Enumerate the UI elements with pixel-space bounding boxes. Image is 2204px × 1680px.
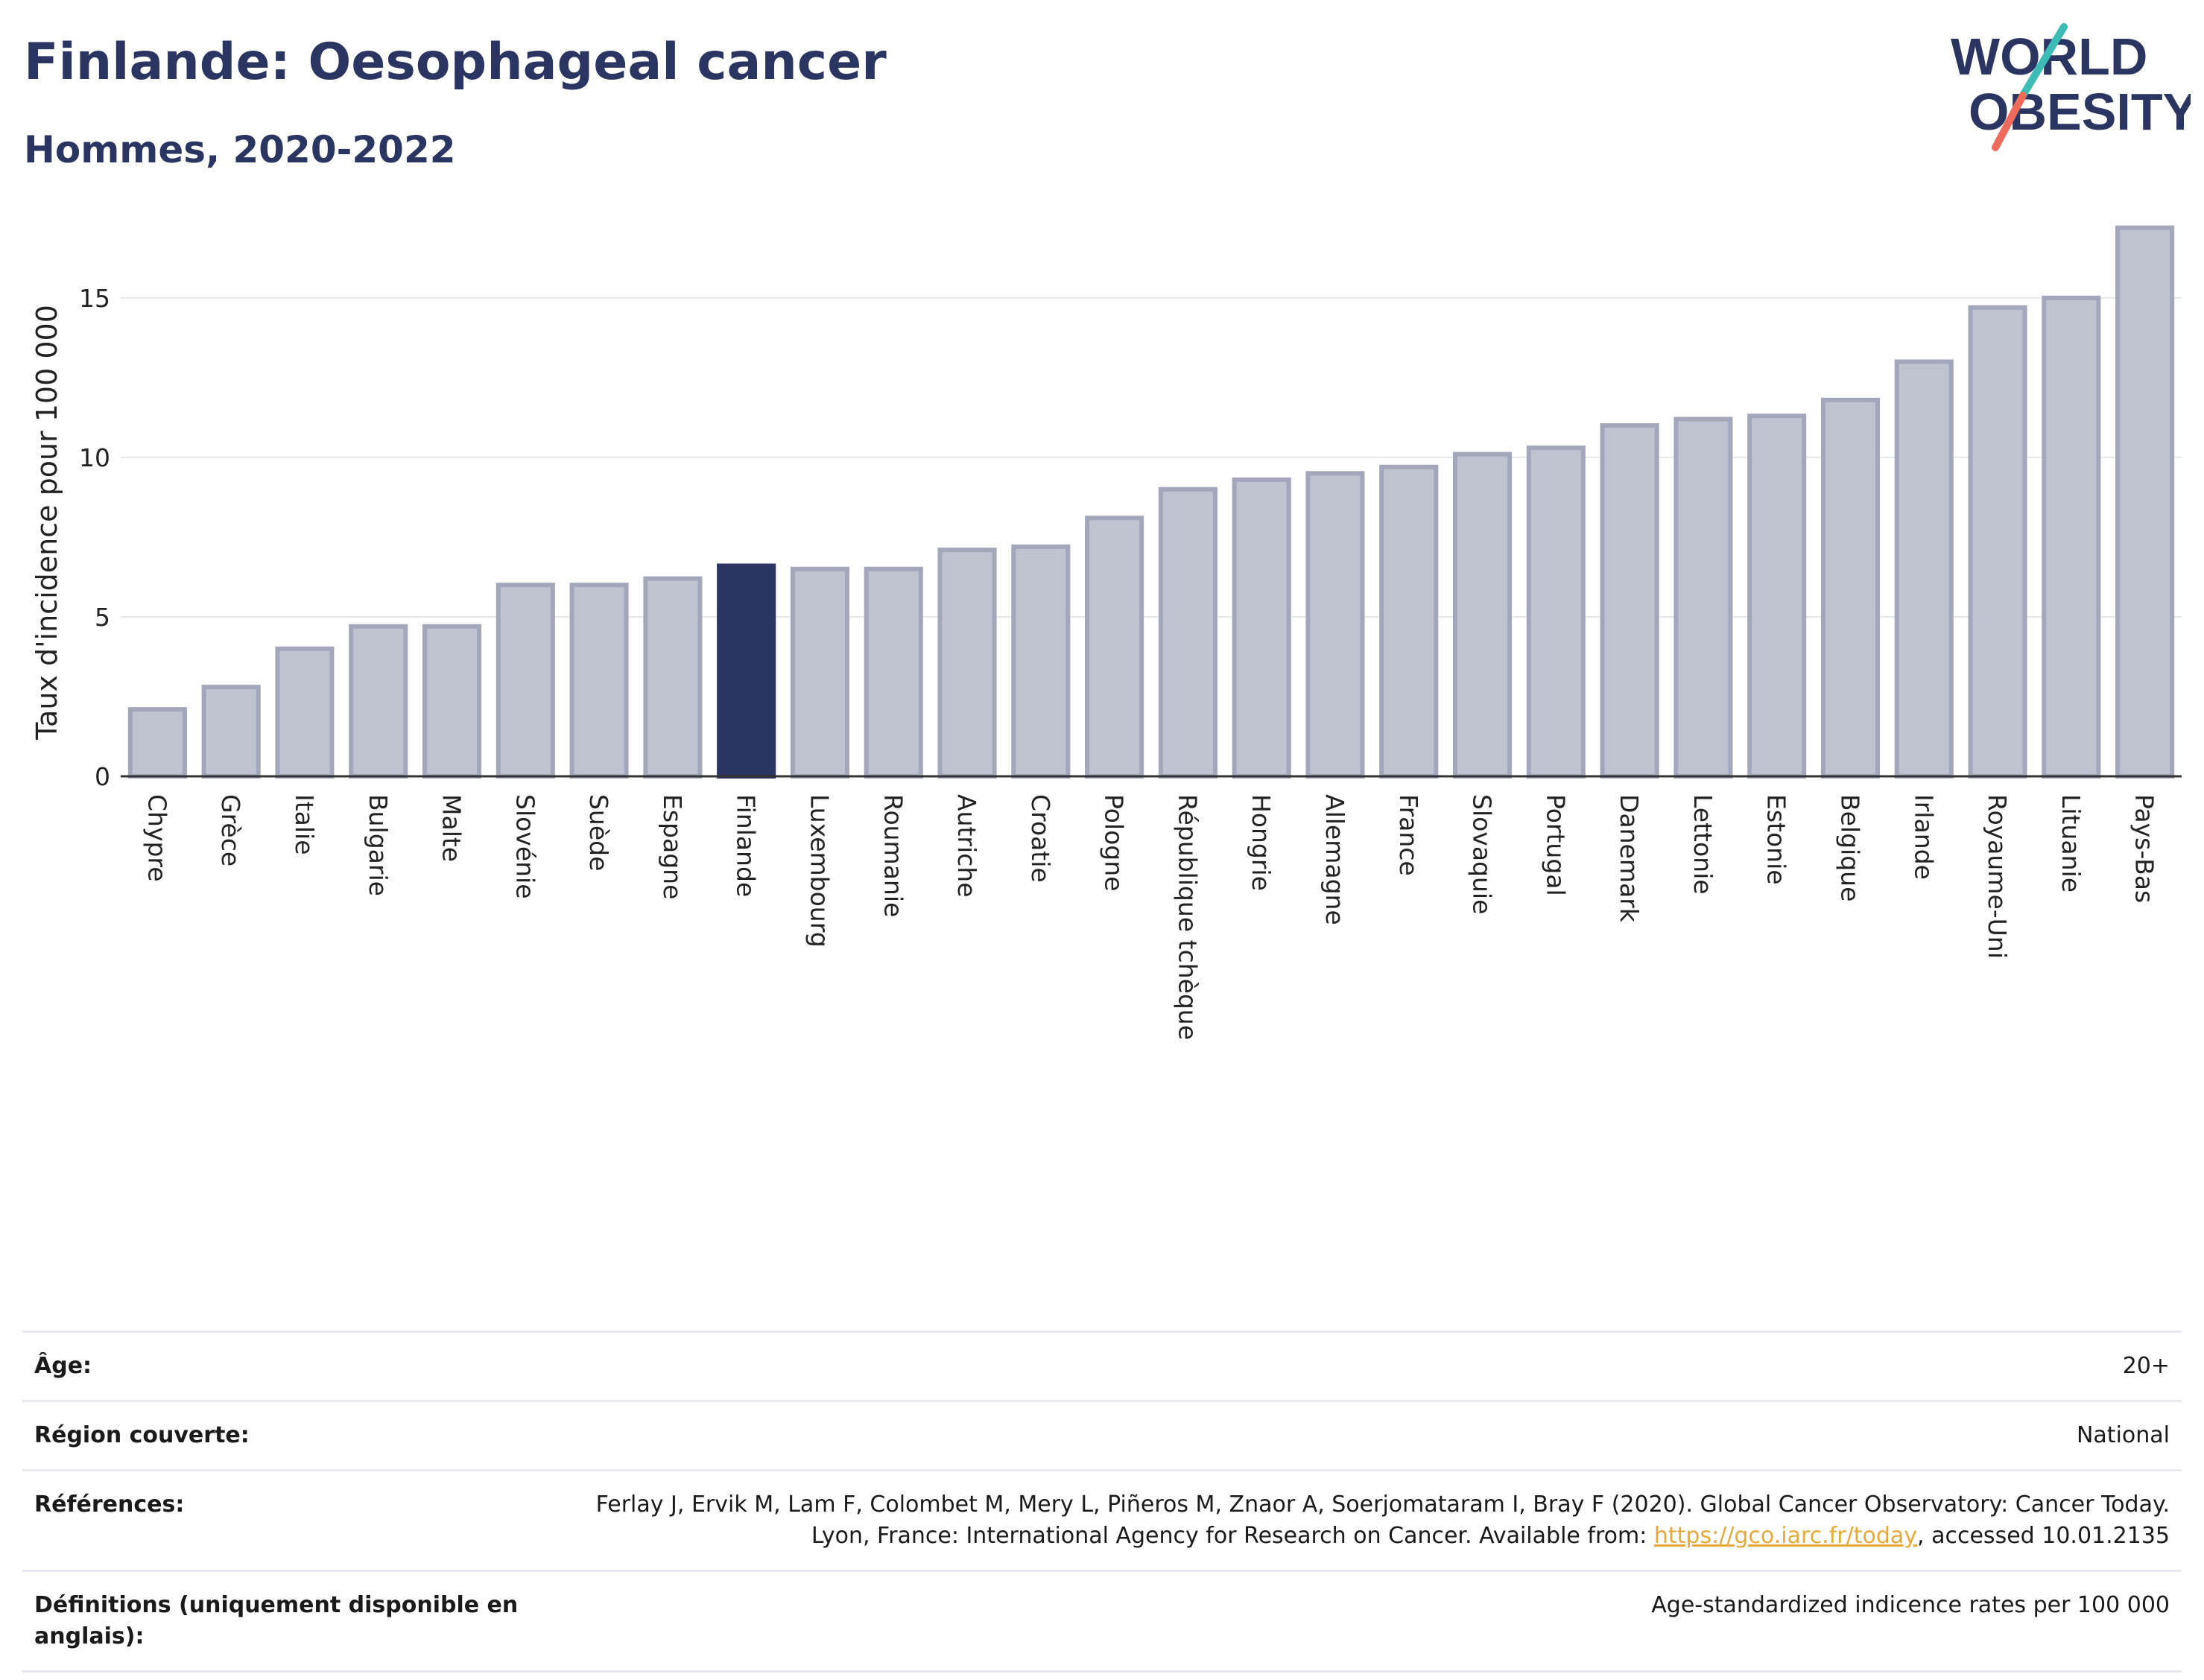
bar-finlande[interactable]: [717, 563, 776, 779]
x-tick-label: Roumanie: [878, 794, 908, 917]
x-tick-label: Croatie: [1026, 794, 1055, 883]
logo-slash-teal: [2019, 23, 2068, 99]
chart-title: Finlande: Oesophageal cancer: [24, 33, 887, 92]
bar-malte[interactable]: [422, 624, 482, 779]
x-tick-label: Lettonie: [1688, 794, 1717, 895]
x-tick-label: Royaume-Uni: [1983, 794, 2012, 959]
chart-subtitle: Hommes, 2020-2022: [24, 128, 456, 171]
world-obesity-logo: WORLD OBESITY: [1951, 23, 2191, 151]
bar-danemark[interactable]: [1600, 423, 1659, 779]
bar-france[interactable]: [1379, 464, 1439, 779]
bars: [127, 225, 2175, 779]
y-tick-label: 0: [95, 762, 110, 791]
references-value: Ferlay J, Ervik M, Lam F, Colombet M, Me…: [538, 1471, 2182, 1571]
x-tick-label: Autriche: [952, 794, 981, 898]
age-value: 20+: [2122, 1353, 2170, 1379]
bar-slov-nie[interactable]: [495, 583, 555, 779]
y-axis-title: Taux d'incidence pour 100 000: [31, 305, 63, 741]
bar-royaume-uni[interactable]: [1968, 305, 2027, 779]
x-tick-label: Belgique: [1835, 794, 1864, 901]
bar-portugal[interactable]: [1526, 446, 1586, 779]
x-tick-label: Slovénie: [510, 794, 539, 899]
region-value: National: [2076, 1422, 2170, 1448]
x-tick-label: Hongrie: [1247, 794, 1276, 891]
logo-slash-coral: [1992, 92, 2027, 151]
x-tick-label: Finlande: [732, 794, 761, 897]
bar-r-publique-tch-que[interactable]: [1158, 486, 1217, 779]
bar-roumanie[interactable]: [864, 566, 923, 779]
x-tick-label: Italie: [290, 794, 319, 855]
x-tick-label: Slovaquie: [1468, 794, 1497, 914]
info-table: Âge: 20+ Région couverte: National Référ…: [22, 1331, 2182, 1673]
y-tick-label: 5: [95, 603, 110, 632]
x-tick-label: Estonie: [1762, 794, 1791, 885]
axes: 0 5 10 15 Chypre Grèce Italie Bulgarie Malte Slov…: [79, 284, 2182, 1040]
bar-chart: 0 5 10 15 Chypre Grèce Italie Bulgarie Malte Slov…: [31, 225, 2182, 1040]
x-tick-label: Pays-Bas: [2130, 794, 2159, 903]
definitions-value: Age-standardized indicence rates per 100…: [1651, 1592, 2170, 1618]
bar-lituanie[interactable]: [2042, 295, 2101, 779]
x-tick-label: Suède: [584, 794, 613, 871]
info-row-references: Références: Ferlay J, Ervik M, Lam F, Co…: [22, 1470, 2182, 1571]
x-tick-label: Pologne: [1100, 794, 1129, 891]
references-text: Ferlay J, Ervik M, Lam F, Colombet M, Me…: [595, 1492, 2170, 1549]
bar-su-de[interactable]: [569, 583, 629, 779]
x-tick-label: Bulgarie: [364, 794, 393, 896]
y-tick-label: 15: [79, 284, 110, 313]
bar-irlande[interactable]: [1894, 359, 1954, 779]
info-row-definitions: Définitions (uniquement disponible en an…: [22, 1570, 2182, 1672]
bar-chypre[interactable]: [127, 707, 187, 779]
references-link[interactable]: https://gco.iarc.fr/today: [1653, 1523, 1918, 1549]
x-tick-label: France: [1394, 794, 1423, 876]
bar-croatie[interactable]: [1011, 544, 1071, 779]
x-tick-label: Luxembourg: [805, 794, 834, 948]
bar-lettonie[interactable]: [1673, 416, 1733, 779]
bar-estonie[interactable]: [1747, 413, 1807, 779]
x-tick-label: Malte: [437, 794, 466, 862]
bar-autriche[interactable]: [937, 548, 997, 779]
x-tick-label: Grèce: [216, 794, 245, 866]
info-row-age: Âge: 20+: [22, 1331, 2182, 1401]
bar-allemagne[interactable]: [1305, 471, 1365, 779]
x-tick-label: Lituanie: [2056, 794, 2086, 893]
x-tick-label: Danemark: [1615, 794, 1644, 923]
bar-luxembourg[interactable]: [790, 566, 850, 779]
age-label: Âge:: [34, 1353, 92, 1379]
x-tick-label: Portugal: [1541, 794, 1570, 896]
references-accessed: , accessed 10.01.2135: [1917, 1523, 2170, 1549]
y-tick-label: 10: [79, 443, 110, 472]
x-tick-label: Chypre: [142, 794, 171, 882]
bar-hongrie[interactable]: [1232, 477, 1291, 779]
definitions-label: Définitions (uniquement disponible en an…: [34, 1592, 519, 1649]
bar-pays-bas[interactable]: [2115, 225, 2175, 779]
bar-belgique[interactable]: [1820, 397, 1881, 779]
bar-slovaquie[interactable]: [1452, 451, 1513, 779]
x-tick-label: République tchèque: [1173, 794, 1202, 1040]
references-label: Références:: [34, 1492, 185, 1518]
x-tick-label: Espagne: [658, 794, 687, 899]
region-label: Région couverte:: [34, 1422, 250, 1448]
bar-bulgarie[interactable]: [349, 624, 408, 779]
bar-italie[interactable]: [275, 646, 335, 779]
bar-gr-ce[interactable]: [201, 685, 261, 779]
bar-espagne[interactable]: [643, 576, 703, 779]
x-tick-label: Allemagne: [1320, 794, 1349, 925]
bar-pologne[interactable]: [1085, 516, 1144, 779]
info-row-region: Région couverte: National: [22, 1401, 2182, 1471]
x-tick-label: Irlande: [1909, 794, 1938, 880]
